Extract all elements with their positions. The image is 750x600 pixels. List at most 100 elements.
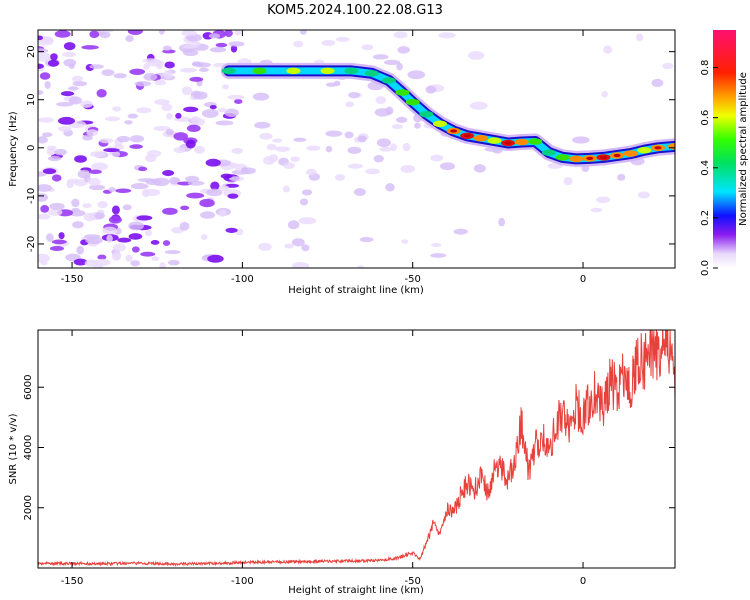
spectrogram-signal-track: [220, 62, 675, 167]
spectrogram-noise-cell: [63, 42, 76, 51]
snr-frame: [37, 329, 676, 569]
spectrogram-x-ticks: -150 -100 -50 0: [61, 30, 586, 285]
spectrogram-noise-cell: [283, 162, 295, 169]
spectrogram-noise-cell: [90, 151, 106, 158]
spectrogram-noise-cell: [150, 239, 160, 245]
snr-x-label: Height of straight line (km): [288, 585, 424, 596]
spectrogram-noise-cell: [38, 184, 53, 192]
spectrogram-noise-cell: [71, 207, 80, 213]
spectrogram-noise-cell: [383, 59, 401, 65]
spectrogram-noise-cell: [56, 101, 74, 107]
colorbar-tick-label: 0.0: [700, 260, 711, 276]
signal-track-point: [473, 134, 488, 142]
colorbar-tick-label: 0.2: [700, 210, 711, 226]
spectrogram-noise-cell: [199, 211, 216, 219]
spectrogram-noise-cell: [73, 258, 88, 266]
spectrogram-y-tick-label: 10: [26, 93, 37, 106]
spectrogram-noise-cell: [348, 91, 360, 99]
spectrogram-noise-cell: [194, 145, 205, 154]
spectrogram-noise-cell: [58, 125, 72, 132]
spectrogram-noise-cell: [473, 164, 486, 173]
spectrogram-noise-cell: [38, 136, 48, 144]
spectrogram-noise-cell: [60, 91, 75, 97]
spectrogram-noise-cell: [191, 41, 201, 47]
signal-track-point: [487, 137, 502, 144]
signal-track-point: [623, 150, 638, 157]
signal-track-point: [252, 67, 267, 75]
signal-track-point: [569, 155, 584, 163]
spectrogram-noise-cell: [97, 254, 107, 260]
spectrogram-noise-cell: [287, 220, 300, 230]
spectrogram-noise-cell: [282, 185, 291, 193]
spectrogram-noise-cell: [151, 256, 160, 262]
spectrogram-noise-cell: [206, 188, 223, 197]
spectrogram-noise-cell: [145, 154, 157, 163]
spectrogram-noise-cell: [414, 122, 421, 129]
spectrogram-noise-cell: [662, 62, 674, 70]
colorbar-label: Normalized spectral amplitude: [738, 72, 749, 226]
spectrogram-noise-cell: [136, 215, 153, 221]
spectrogram-y-tick-label: 20: [26, 45, 37, 58]
spectrogram-noise-cell: [301, 189, 313, 196]
spectrogram-noise-cell: [272, 138, 283, 143]
spectrogram-noise-cell: [89, 30, 100, 39]
spectrogram-noise-cell: [290, 156, 300, 162]
spectrogram-noise-cell: [438, 32, 456, 39]
spectrogram-noise-cell: [72, 81, 88, 87]
spectrogram-noise-cell: [379, 146, 392, 152]
spectrogram-noise-cell: [453, 228, 468, 235]
snr-x-tick-label: -100: [231, 576, 254, 587]
signal-track-point: [405, 98, 420, 106]
signal-track-peak: [586, 156, 594, 160]
snr-x-tick-label: 0: [580, 576, 586, 587]
snr-x-tick-label: -50: [405, 576, 421, 587]
spectrogram-noise-cell: [347, 163, 363, 169]
spectrogram-noise-cell: [104, 116, 120, 122]
spectrogram-noise-cell: [159, 261, 166, 268]
spectrogram-noise-cell: [224, 108, 239, 118]
spectrogram-noise-cell: [187, 180, 205, 186]
spectrogram-noise-cell: [46, 147, 56, 156]
snr-series-line: [38, 330, 675, 567]
spectrogram-noise-cell: [106, 234, 113, 243]
spectrogram-noise-cell: [189, 76, 204, 82]
spectrogram-noise-cell: [375, 96, 387, 105]
spectrogram-noise-cell: [390, 143, 397, 152]
spectrogram-noise-cell: [38, 117, 54, 123]
spectrogram-noise-cell: [229, 176, 245, 182]
spectrogram-noise-cell: [113, 73, 127, 79]
spectrogram-x-label: Height of straight line (km): [288, 285, 424, 296]
spectrogram-noise-cell: [325, 82, 337, 87]
spectrogram-noise-cell: [99, 138, 114, 144]
colorbar-ticks: 0.0 0.2 0.4 0.6 0.8: [700, 60, 718, 276]
signal-track-point: [221, 67, 236, 75]
spectrogram-noise-cell: [218, 185, 230, 192]
colorbar: 0.0 0.2 0.4 0.6 0.8 Normalized spectral ampl…: [700, 30, 749, 276]
spectrogram-noise-cell: [590, 207, 603, 213]
spectrogram-noise-cell: [201, 109, 219, 118]
signal-track-peak: [504, 141, 512, 145]
spectrogram-noise-cell: [140, 251, 156, 257]
signal-track-point: [514, 138, 529, 146]
spectrogram-noise-cell: [240, 167, 256, 175]
spectrogram-noise-cell: [82, 203, 92, 209]
spectrogram-noise-cell: [301, 244, 310, 252]
signal-track-peak: [654, 146, 662, 150]
spectrogram-noise-cell: [228, 162, 239, 168]
spectrogram-noise-cell: [385, 183, 395, 192]
spectrogram-noise-cell: [200, 234, 208, 240]
spectrogram-noise-cell: [162, 240, 171, 246]
spectrogram-noise-cell: [162, 169, 175, 177]
spectrogram-noise-cell: [124, 120, 133, 125]
spectrogram-noise-cell: [80, 100, 94, 108]
spectrogram-noise-cell: [154, 99, 170, 105]
signal-track-peak: [613, 153, 621, 158]
spectrogram-noise-cell: [94, 212, 105, 220]
spectrogram-noise-cell: [334, 174, 346, 181]
spectrogram-noise-cell: [163, 70, 173, 79]
spectrogram-noise-cell: [67, 86, 79, 91]
spectrogram-noise-cell: [306, 145, 321, 151]
spectrogram-noise-cell: [131, 246, 140, 253]
spectrogram-noise-cell: [108, 215, 122, 224]
spectrogram-noise-cell: [51, 174, 62, 182]
